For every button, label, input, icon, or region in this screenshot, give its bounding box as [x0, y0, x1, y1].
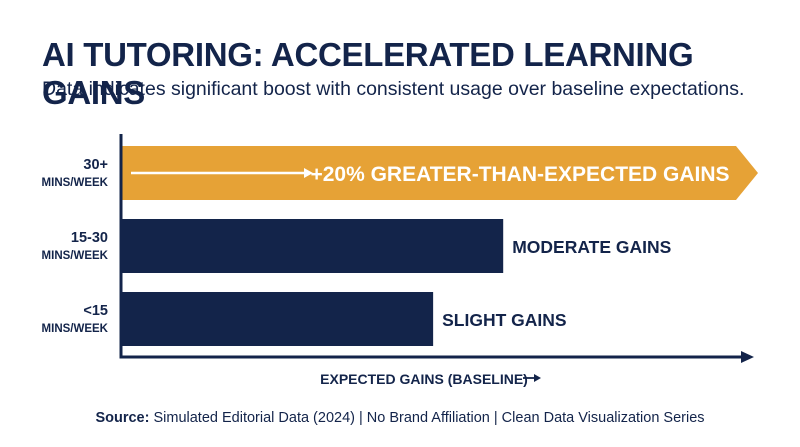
category-sublabel-1: MINS/WEEK — [42, 250, 109, 262]
chart-subtitle: Data indicates significant boost with co… — [42, 78, 745, 100]
category-sublabel-0: MINS/WEEK — [42, 177, 109, 189]
bar-label-1: MODERATE GAINS — [512, 237, 671, 257]
bar-label-0: +20% GREATER-THAN-EXPECTED GAINS — [310, 163, 729, 186]
source-note: Source: Simulated Editorial Data (2024) … — [0, 410, 800, 426]
category-label-1: 15-30 — [71, 230, 108, 246]
inner-arrow-head — [304, 168, 313, 178]
source-label: Source: — [95, 410, 150, 426]
x-label-arrow-head — [534, 374, 541, 382]
category-label-0: 30+ — [83, 157, 108, 173]
source-text: Simulated Editorial Data (2024) | No Bra… — [153, 410, 705, 426]
x-axis-arrowhead — [741, 351, 754, 363]
category-sublabel-2: MINS/WEEK — [42, 323, 109, 335]
bar-2 — [121, 292, 434, 346]
bar-1 — [121, 219, 504, 273]
chart-title: AI TUTORING: ACCELERATED LEARNING GAINS — [42, 36, 694, 111]
bar-arrow-0 — [121, 146, 758, 200]
category-label-2: <15 — [83, 303, 108, 319]
bar-label-2: SLIGHT GAINS — [442, 310, 566, 330]
x-axis-label: EXPECTED GAINS (BASELINE) — [320, 371, 528, 387]
